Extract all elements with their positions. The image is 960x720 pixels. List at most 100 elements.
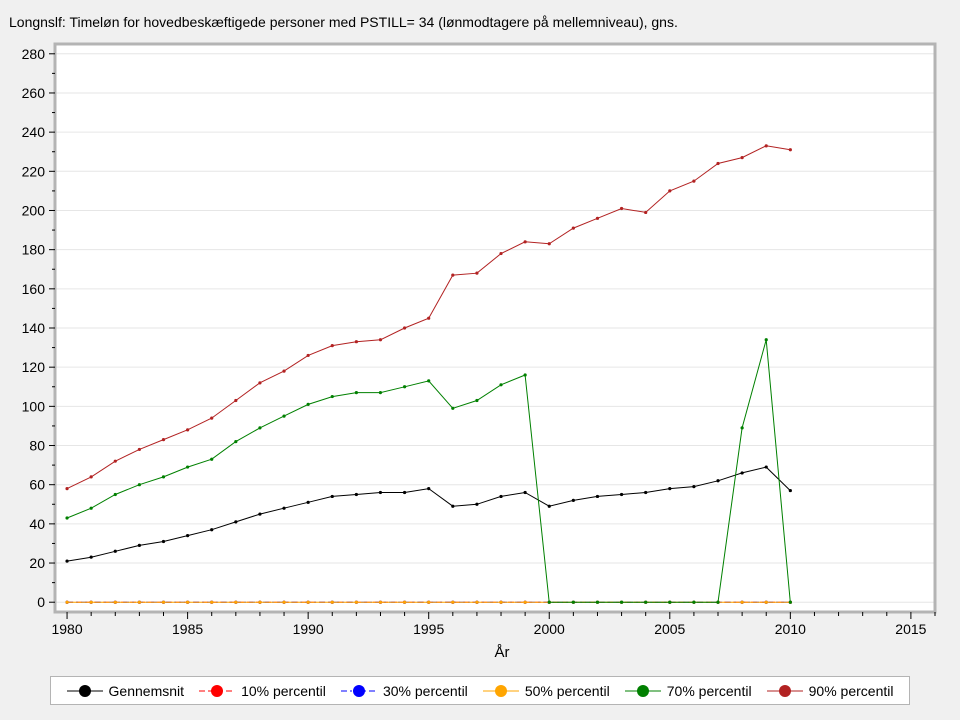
data-point: [282, 414, 286, 418]
data-point: [258, 426, 262, 430]
data-point: [547, 504, 551, 508]
y-tick-label: 220: [22, 163, 46, 179]
x-tick-label: 2005: [654, 621, 685, 637]
legend-marker: [66, 684, 103, 697]
data-point: [210, 457, 214, 461]
data-point: [740, 471, 744, 475]
data-point: [499, 251, 503, 256]
y-tick-label: 200: [22, 202, 46, 218]
legend-label: 90% percentil: [808, 682, 894, 699]
data-point: [113, 549, 117, 553]
data-point: [523, 600, 527, 604]
axis-layer: 0 20 40 60 80 100 120 140 160 180 200 220 240 260 280 1…: [22, 46, 936, 637]
data-point: [475, 600, 479, 604]
y-tick-label: 20: [29, 555, 45, 571]
data-point: [571, 226, 575, 230]
data-point: [258, 381, 262, 385]
data-point: [475, 502, 479, 506]
y-tick-label: 0: [37, 594, 45, 610]
x-tick-label: 1990: [293, 621, 324, 637]
data-point: [740, 600, 744, 604]
x-tick-label: 1995: [413, 621, 444, 637]
data-point: [330, 394, 334, 399]
data-point: [65, 600, 69, 604]
data-point: [595, 216, 600, 220]
y-tick-label: 180: [22, 242, 46, 258]
data-point: [186, 428, 190, 432]
data-point: [282, 506, 286, 510]
data-point: [716, 161, 720, 166]
data-point: [65, 487, 69, 491]
data-point: [330, 494, 334, 499]
legend-marker: [482, 684, 519, 697]
legend-marker: [624, 684, 661, 697]
data-point: [692, 485, 696, 489]
data-point: [571, 498, 575, 502]
data-point: [210, 600, 214, 604]
data-point: [234, 398, 238, 403]
data-point: [402, 600, 407, 604]
data-point: [89, 506, 93, 510]
data-point: [692, 179, 696, 183]
chart-title: Longnslf: Timeløn for hovedbeskæftigede …: [9, 14, 678, 30]
data-point: [499, 494, 503, 499]
data-point: [427, 487, 431, 491]
y-tick-label: 40: [29, 516, 45, 532]
data-point: [282, 369, 286, 373]
data-point: [330, 600, 334, 604]
data-point: [523, 240, 527, 244]
data-point: [234, 440, 238, 444]
data-point: [354, 391, 358, 395]
y-tick-label: 260: [22, 85, 46, 101]
legend-marker: [340, 684, 377, 697]
data-point: [668, 600, 672, 604]
legend-label: 70% percentil: [666, 682, 752, 699]
data-point: [571, 600, 575, 604]
data-point: [186, 534, 190, 538]
data-point: [716, 600, 720, 604]
data-point: [451, 504, 455, 508]
legend-entry: Gennemsnit: [66, 682, 185, 699]
data-point: [282, 600, 286, 604]
legend-label: Gennemsnit: [108, 682, 185, 699]
data-point: [234, 600, 238, 604]
x-axis-label: År: [495, 644, 510, 661]
data-point: [475, 398, 479, 403]
legend-entry: 50% percentil: [482, 683, 610, 699]
data-point: [764, 338, 768, 342]
data-point: [427, 316, 431, 320]
data-point: [378, 338, 383, 342]
data-point: [451, 600, 455, 604]
data-point: [306, 600, 310, 604]
x-tick-label: 2000: [534, 621, 565, 637]
data-point: [186, 600, 190, 604]
data-point: [595, 600, 600, 604]
data-point: [788, 488, 792, 493]
data-point: [427, 379, 431, 383]
data-point: [716, 479, 720, 483]
data-point: [161, 600, 166, 604]
data-point: [619, 600, 624, 604]
data-point: [475, 271, 479, 275]
data-point: [788, 148, 792, 152]
data-point: [89, 600, 93, 604]
legend-entry: 10% percentil: [199, 683, 326, 699]
legend-label: 30% percentil: [382, 682, 468, 699]
data-point: [764, 144, 768, 148]
legend: Gennemsnit 10% percentil 30% percentil 50% …: [50, 676, 910, 705]
data-point: [210, 416, 214, 420]
series-layer: [65, 144, 792, 604]
data-point: [740, 426, 744, 430]
data-point: [378, 490, 383, 495]
data-point: [89, 555, 93, 559]
data-point: [644, 210, 648, 215]
data-point: [113, 600, 117, 604]
data-point: [644, 600, 648, 604]
y-tick-label: 120: [22, 359, 46, 375]
data-point: [764, 465, 768, 469]
data-point: [330, 344, 334, 348]
data-point: [354, 340, 358, 344]
data-point: [451, 273, 455, 277]
series-gennemsnit: [65, 465, 792, 563]
data-point: [161, 475, 166, 479]
